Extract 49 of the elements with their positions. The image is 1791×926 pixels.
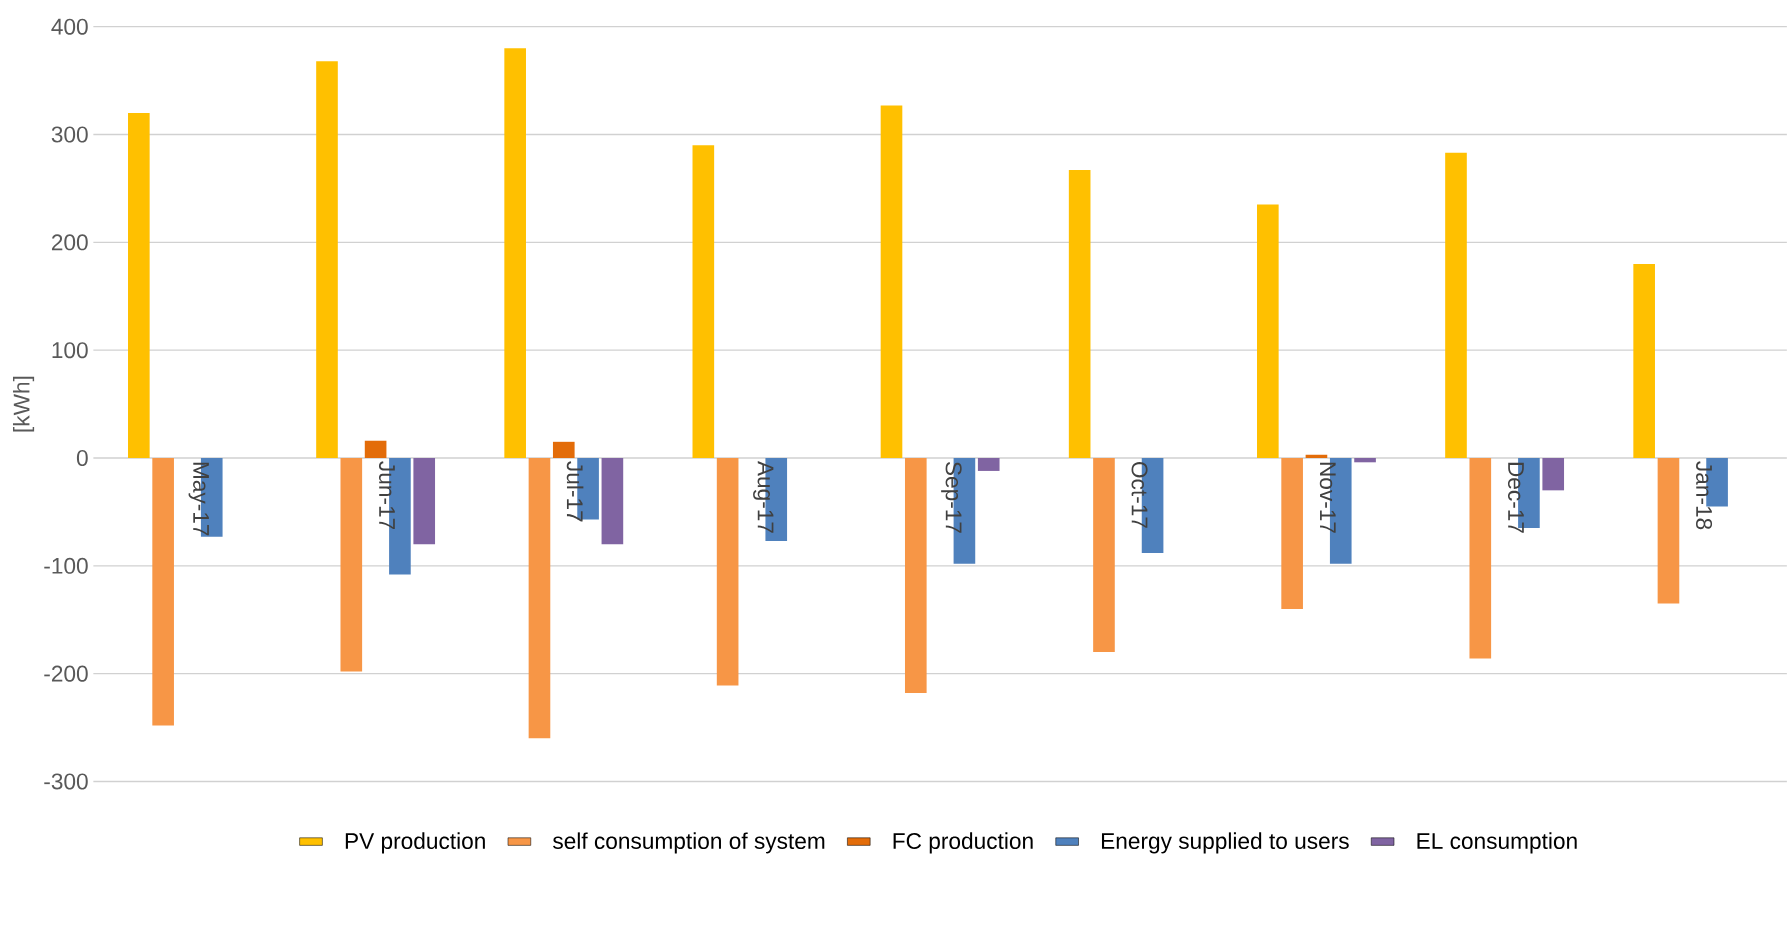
y-tick-label: 0: [76, 450, 88, 467]
bar: [1657, 458, 1680, 604]
x-tick-label: Jun-17: [378, 461, 395, 530]
bar: [601, 458, 624, 545]
bar: [1093, 458, 1115, 653]
y-tick-label: 100: [52, 342, 88, 359]
bar: [904, 458, 927, 694]
bar: [340, 458, 363, 672]
bar: [1633, 264, 1655, 459]
bar: [1445, 153, 1467, 459]
bar: [128, 113, 150, 459]
bar: [692, 145, 715, 459]
bar: [1305, 455, 1328, 459]
bar: [1354, 458, 1376, 463]
x-tick-label: Jan-18: [1696, 461, 1713, 530]
bar: [504, 48, 526, 459]
bar: [1469, 458, 1492, 659]
bar: [528, 458, 551, 739]
bar: [152, 458, 174, 726]
x-tick-label: May-17: [188, 463, 209, 536]
y-axis-title: [kWh]: [12, 376, 35, 432]
bar: [1542, 458, 1565, 491]
legend-label: EL consumption: [1417, 832, 1577, 854]
y-tick-label: 400: [51, 18, 88, 35]
bar: [364, 440, 387, 459]
x-tick-label: Aug-17: [753, 461, 774, 534]
bar: [880, 105, 903, 459]
bar: [1281, 458, 1303, 610]
y-tick-label: -100: [44, 558, 88, 575]
bar: [1257, 204, 1279, 459]
x-tick-label: Nov-17: [1319, 463, 1336, 534]
bar: [552, 442, 575, 459]
bar: [413, 458, 436, 545]
legend-label: FC production: [893, 832, 1033, 854]
legend-label: self consumption of system: [552, 832, 825, 854]
bar: [977, 458, 1000, 472]
bar: [1068, 170, 1091, 459]
x-tick-label: Dec-17: [1507, 463, 1524, 534]
y-tick-label: 300: [51, 126, 88, 143]
bar: [316, 61, 338, 459]
legend-label: PV production: [345, 832, 485, 854]
legend-label: Energy supplied to users: [1101, 832, 1349, 854]
y-tick-label: -300: [44, 773, 88, 790]
y-tick-label: -200: [44, 665, 88, 682]
x-tick-label: Sep-17: [941, 462, 962, 534]
y-tick-label: 200: [51, 234, 88, 251]
x-tick-label: Jul-17: [566, 461, 584, 522]
bar: [716, 458, 739, 686]
x-tick-label: Oct-17: [1131, 462, 1148, 529]
